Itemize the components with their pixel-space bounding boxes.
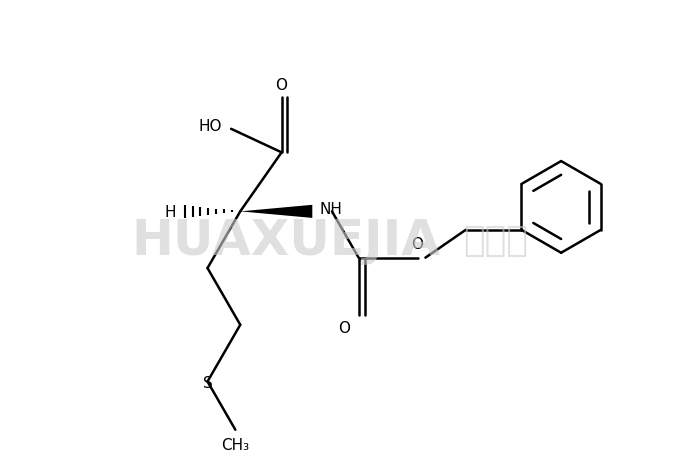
Text: CH₃: CH₃	[221, 437, 249, 451]
Text: O: O	[412, 236, 424, 251]
Text: S: S	[202, 375, 213, 390]
Text: H: H	[165, 204, 176, 219]
Text: 化学加: 化学加	[463, 224, 528, 257]
Polygon shape	[240, 206, 312, 219]
Text: HUAXUEJIA: HUAXUEJIA	[131, 217, 441, 264]
Text: O: O	[338, 320, 350, 335]
Text: NH: NH	[319, 201, 342, 216]
Text: HO: HO	[198, 119, 222, 134]
Text: O: O	[276, 78, 288, 93]
